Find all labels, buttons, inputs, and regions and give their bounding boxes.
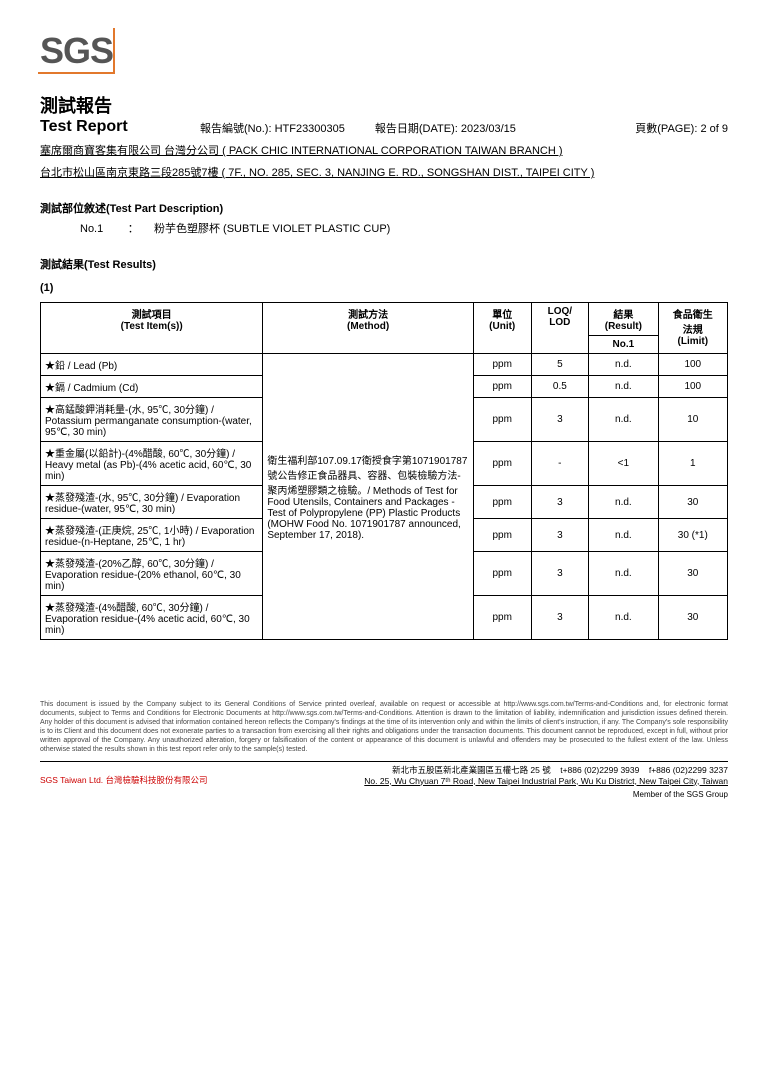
footer-addr-en: No. 25, Wu Chyuan 7ᵗʰ Road, New Taipei I… — [364, 776, 728, 786]
th-limit: 食品衛生 法規 (Limit) — [658, 303, 727, 354]
fine-print: This document is issued by the Company s… — [40, 700, 728, 755]
th-method: 測試方法 (Method) — [263, 303, 474, 354]
cell-loq: - — [531, 442, 589, 486]
cell-item: ★蒸發殘渣-(20%乙醇, 60℃, 30分鐘) / Evaporation r… — [41, 552, 263, 596]
cell-result: <1 — [589, 442, 658, 486]
report-no: HTF23300305 — [275, 123, 345, 135]
cell-unit: ppm — [473, 552, 531, 596]
cell-loq: 3 — [531, 519, 589, 552]
cell-result: n.d. — [589, 519, 658, 552]
cell-item: ★重金屬(以鉛計)-(4%醋酸, 60℃, 30分鐘) / Heavy meta… — [41, 442, 263, 486]
cell-unit: ppm — [473, 442, 531, 486]
th-loq: LOQ/ LOD — [531, 303, 589, 354]
cell-loq: 3 — [531, 596, 589, 640]
header-row: 測試報告 Test Report 報告編號(No.): HTF23300305 … — [40, 92, 728, 136]
th-result: 結果 (Result) — [589, 303, 658, 336]
th-unit: 單位 (Unit) — [473, 303, 531, 354]
cell-loq: 3 — [531, 486, 589, 519]
footer-fax: f+886 (02)2299 3237 — [649, 765, 728, 775]
cell-unit: ppm — [473, 486, 531, 519]
cell-limit: 30 (*1) — [658, 519, 727, 552]
cell-limit: 100 — [658, 354, 727, 376]
footer-company-en: SGS Taiwan Ltd. — [40, 775, 103, 785]
cell-result: n.d. — [589, 398, 658, 442]
results-table: 測試項目 (Test Item(s)) 測試方法 (Method) 單位 (Un… — [40, 302, 728, 640]
cell-limit: 30 — [658, 486, 727, 519]
cell-limit: 10 — [658, 398, 727, 442]
cell-result: n.d. — [589, 486, 658, 519]
company-line2: 台北市松山區南京東路三段285號7樓 ( 7F., NO. 285, SEC. … — [40, 164, 728, 180]
footer-company-zh: 台灣檢驗科技股份有限公司 — [106, 775, 208, 785]
cell-loq: 3 — [531, 398, 589, 442]
cell-loq: 3 — [531, 552, 589, 596]
page-label: 頁數(PAGE): — [635, 123, 697, 135]
cell-unit: ppm — [473, 354, 531, 376]
cell-item: ★鉛 / Lead (Pb) — [41, 354, 263, 376]
part-description-header: 測試部位敘述(Test Part Description) — [40, 200, 728, 216]
cell-item: ★鎘 / Cadmium (Cd) — [41, 376, 263, 398]
company-line1: 塞席爾商寶客集有限公司 台灣分公司 ( PACK CHIC INTERNATIO… — [40, 142, 728, 158]
cell-item: ★高錳酸鉀消耗量-(水, 95℃, 30分鐘) / Potassium perm… — [41, 398, 263, 442]
cell-item: ★蒸發殘渣-(4%醋酸, 60℃, 30分鐘) / Evaporation re… — [41, 596, 263, 640]
report-date: 2023/03/15 — [461, 123, 516, 135]
cell-loq: 0.5 — [531, 376, 589, 398]
cell-unit: ppm — [473, 519, 531, 552]
table-index: (1) — [40, 282, 728, 294]
page: 2 of 9 — [700, 123, 728, 135]
cell-limit: 100 — [658, 376, 727, 398]
th-item: 測試項目 (Test Item(s)) — [41, 303, 263, 354]
part-name: 粉芋色塑膠杯 (SUBTLE VIOLET PLASTIC CUP) — [154, 223, 390, 235]
cell-unit: ppm — [473, 376, 531, 398]
cell-result: n.d. — [589, 354, 658, 376]
report-date-label: 報告日期(DATE): — [375, 123, 458, 135]
member-line: Member of the SGS Group — [40, 790, 728, 799]
cell-unit: ppm — [473, 398, 531, 442]
cell-limit: 30 — [658, 552, 727, 596]
cell-result: n.d. — [589, 552, 658, 596]
footer-addr-zh: 新北市五股區新北產業園區五權七路 25 號 — [392, 765, 551, 775]
logo-text: SGS — [40, 30, 113, 71]
report-no-label: 報告編號(No.): — [200, 123, 272, 135]
logo: SGS — [40, 30, 728, 72]
footer: SGS Taiwan Ltd. 台灣檢驗科技股份有限公司 新北市五股區新北產業園… — [40, 761, 728, 786]
cell-limit: 1 — [658, 442, 727, 486]
cell-limit: 30 — [658, 596, 727, 640]
title-zh: 測試報告 — [40, 92, 170, 118]
title-en: Test Report — [40, 118, 170, 136]
th-result-sub: No.1 — [589, 336, 658, 354]
cell-result: n.d. — [589, 376, 658, 398]
cell-item: ★蒸發殘渣-(正庚烷, 25℃, 1小時) / Evaporation resi… — [41, 519, 263, 552]
cell-method: 衛生福利部107.09.17衛授食字第1071901787號公告修正食品器具、容… — [263, 354, 474, 640]
cell-unit: ppm — [473, 596, 531, 640]
table-row: ★鉛 / Lead (Pb)衛生福利部107.09.17衛授食字第1071901… — [41, 354, 728, 376]
part-colon: ： — [128, 223, 139, 235]
cell-item: ★蒸發殘渣-(水, 95℃, 30分鐘) / Evaporation resid… — [41, 486, 263, 519]
cell-loq: 5 — [531, 354, 589, 376]
part-no: No.1 — [80, 223, 103, 235]
footer-tel: t+886 (02)2299 3939 — [560, 765, 639, 775]
part-row: No.1 ： 粉芋色塑膠杯 (SUBTLE VIOLET PLASTIC CUP… — [80, 220, 728, 236]
cell-result: n.d. — [589, 596, 658, 640]
results-header: 測試結果(Test Results) — [40, 256, 728, 272]
